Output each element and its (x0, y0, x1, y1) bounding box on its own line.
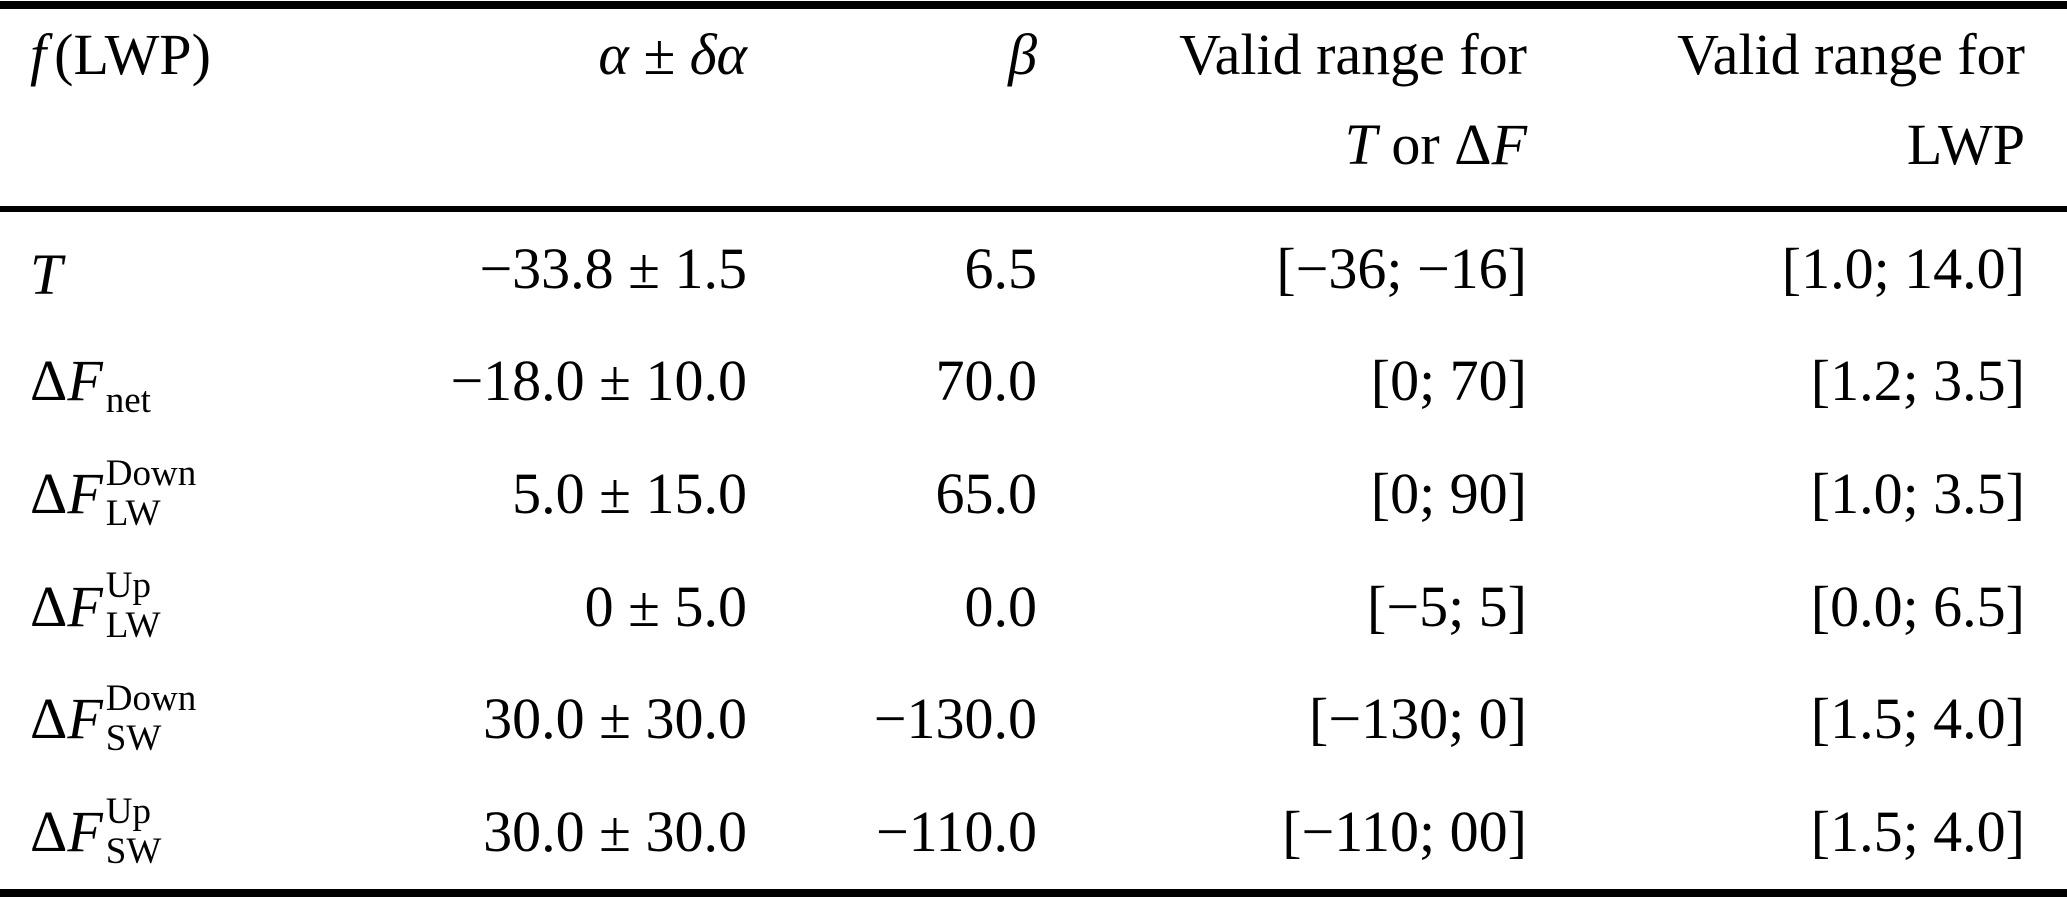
row-label: Δ F Down SW (0, 677, 400, 759)
range-lwp-value: [1.5; 4.0] (1810, 686, 2025, 752)
table-row: Δ F Up SW 30.0 ± 30.0 −110.0 [−110; 00] [1.… (0, 775, 2025, 888)
range-tf-value: [−110; 00] (1282, 799, 1527, 865)
range-lwp-value: [1.5; 4.0] (1810, 799, 2025, 865)
header-f-symbol: f (30, 22, 47, 87)
beta-value: 70.0 (935, 348, 1038, 414)
table-header-rule (0, 206, 2067, 212)
label-sup: Down (105, 452, 197, 494)
label-letter: F (67, 348, 103, 414)
alpha-value: 30.0 ± 30.0 (483, 799, 747, 865)
label-sub: SW (105, 717, 162, 759)
table-row: Δ F Up LW 0 ± 5.0 0.0 [−5; 5] [0.0; 6.5] (0, 550, 2025, 663)
beta-value: −130.0 (873, 686, 1037, 752)
label-delta: Δ (30, 348, 68, 414)
range-tf-value: [−5; 5] (1367, 573, 1527, 639)
table-header-row: f (LWP) α ± δα β Valid range for T or ΔF … (0, 10, 2025, 190)
alpha-value: 30.0 ± 30.0 (483, 686, 747, 752)
alpha-value: 5.0 ± 15.0 (512, 461, 747, 527)
header-alpha-delta-alpha: α ± δα (598, 22, 747, 87)
header-valid-range-lwp-line1: Valid range for (1677, 22, 2025, 87)
header-f-flux-symbol: F (1491, 112, 1527, 177)
label-sub: SW (105, 830, 162, 872)
header-valid-range-line2: T or ΔF (1037, 100, 1527, 190)
row-label: T (0, 222, 400, 315)
label-sup: Down (105, 677, 197, 719)
label-letter: T (30, 242, 63, 308)
header-beta: β (1008, 22, 1037, 87)
table-row: T −33.8 ± 1.5 6.5 [−36; −16] [1.0; 14.0] (0, 212, 2025, 325)
header-valid-range-line1: Valid range for (1179, 22, 1527, 87)
row-label: Δ F Up SW (0, 790, 400, 872)
range-tf-value: [−36; −16] (1276, 235, 1527, 301)
label-supsub: Down SW (105, 677, 197, 759)
label-letter: F (67, 573, 103, 639)
label-letter: F (67, 799, 103, 865)
label-sub: LW (105, 492, 161, 534)
header-valid-range-lwp-line2: LWP (1906, 112, 2025, 177)
label-sub: net (105, 379, 151, 421)
alpha-value: −18.0 ± 10.0 (450, 348, 747, 414)
header-t-symbol: T (1344, 112, 1377, 177)
label-letter: F (67, 461, 103, 527)
range-tf-value: [0; 90] (1370, 461, 1527, 527)
header-delta-symbol: Δ (1454, 112, 1492, 177)
beta-value: 65.0 (935, 461, 1038, 527)
label-supsub: net (106, 341, 151, 421)
header-or-text: or (1376, 112, 1455, 177)
label-delta: Δ (30, 461, 68, 527)
header-valid-range-lwp: Valid range for LWP (1527, 10, 2025, 190)
beta-value: 6.5 (964, 235, 1038, 301)
range-lwp-value: [1.2; 3.5] (1810, 348, 2025, 414)
range-lwp-value: [0.0; 6.5] (1810, 573, 2025, 639)
label-delta: Δ (30, 686, 68, 752)
header-lwp-paren: (LWP) (54, 22, 211, 87)
label-sup (106, 341, 151, 381)
label-supsub: Down LW (105, 452, 197, 534)
beta-value: 0.0 (964, 573, 1038, 639)
range-tf-value: [−130; 0] (1309, 686, 1527, 752)
beta-value: −110.0 (875, 799, 1037, 865)
label-letter: F (67, 686, 103, 752)
alpha-value: 0 ± 5.0 (584, 573, 747, 639)
table-top-rule (0, 1, 2067, 9)
label-sup: Up (105, 790, 151, 832)
label-supsub: Up SW (105, 790, 162, 872)
range-lwp-value: [1.0; 14.0] (1781, 235, 2025, 301)
alpha-value: −33.8 ± 1.5 (479, 235, 747, 301)
table-row: Δ F Down SW 30.0 ± 30.0 −130.0 [−130; 0] [1… (0, 663, 2025, 776)
label-sub: LW (105, 605, 161, 647)
label-delta: Δ (30, 573, 68, 639)
row-label: Δ F Up LW (0, 566, 400, 646)
label-delta: Δ (30, 799, 68, 865)
label-supsub: Up LW (106, 566, 161, 646)
header-f-lwp: f (LWP) (0, 10, 400, 190)
table-bottom-rule (0, 889, 2067, 897)
table-row: Δ F Down LW 5.0 ± 15.0 65.0 [0; 90] [1.0; 3… (0, 437, 2025, 550)
table-body: T −33.8 ± 1.5 6.5 [−36; −16] [1.0; 14.0]… (0, 212, 2025, 888)
range-tf-value: [0; 70] (1370, 348, 1527, 414)
header-valid-range-t-or-df: Valid range for T or ΔF (1037, 10, 1527, 190)
label-sup: Up (105, 565, 151, 607)
row-label: Δ F Down LW (0, 452, 400, 534)
range-lwp-value: [1.0; 3.5] (1810, 461, 2025, 527)
